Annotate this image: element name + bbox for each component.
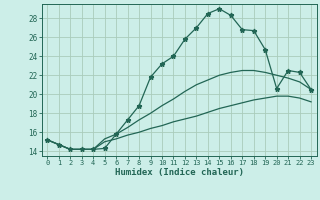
X-axis label: Humidex (Indice chaleur): Humidex (Indice chaleur)	[115, 168, 244, 177]
